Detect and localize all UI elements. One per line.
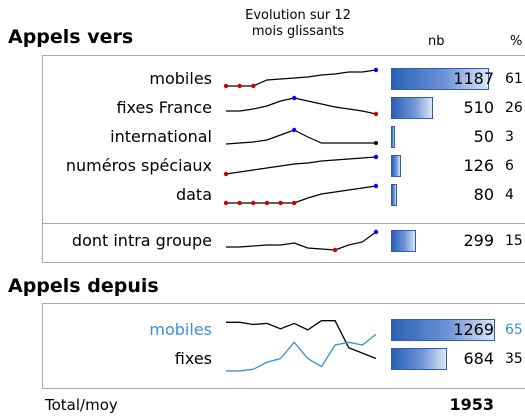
sparkline-line-data — [226, 185, 377, 204]
total-label: Total/moy — [45, 396, 118, 414]
sparkline-min-marker — [223, 200, 229, 206]
section-title-appels-depuis: Appels depuis — [8, 275, 159, 297]
pct-value-international: 3 — [505, 129, 514, 145]
bar-fixes-france — [391, 97, 433, 119]
pct-value-fixes-france: 26 — [505, 100, 523, 116]
nb-value-depuis-fixes: 684 — [463, 349, 494, 368]
section-title-appels-vers: Appels vers — [8, 26, 134, 48]
sparkline-fixes-france — [226, 95, 379, 117]
row-label-international: international — [110, 127, 212, 146]
nb-value-num-ros-sp-ciaux: 126 — [463, 156, 494, 175]
nb-value-data: 80 — [473, 185, 494, 204]
row-label-intra-groupe: dont intra groupe — [71, 231, 212, 250]
nb-value-international: 50 — [473, 127, 494, 146]
bar-mobiles — [391, 68, 489, 90]
sparkline-min-marker — [332, 247, 338, 253]
sparkline-min-marker — [223, 171, 229, 177]
nb-value-depuis-mobiles: 1269 — [453, 320, 494, 339]
sparkline-line-num-ros-sp-ciaux — [225, 156, 377, 175]
row-label-mobiles: mobiles — [149, 69, 212, 88]
row-label-depuis-fixes: fixes — [174, 349, 212, 368]
sparkline-depuis — [226, 320, 377, 372]
sparkline-intra-groupe — [226, 229, 379, 253]
row-label-num-ros-sp-ciaux: numéros spéciaux — [65, 156, 212, 175]
pct-value-intra-groupe: 15 — [505, 233, 523, 249]
sparkline-line-fixes-france — [226, 97, 377, 115]
bar-data — [391, 184, 398, 206]
pct-value-depuis-mobiles: 65 — [505, 322, 523, 338]
sparkline-line-mobiles — [226, 333, 377, 372]
bar-num-ros-sp-ciaux — [391, 155, 402, 177]
sparkline-max-marker — [373, 229, 379, 235]
bar-intra-groupe — [391, 230, 416, 252]
sparkline-max-marker — [291, 95, 297, 101]
sparkline-mobiles — [223, 67, 379, 89]
row-label-depuis-mobiles: mobiles — [149, 320, 212, 339]
sparkline-line-intra-groupe — [226, 231, 377, 251]
trend-column-header: Evolution sur 12 mois glissants — [245, 8, 351, 39]
sparkline-min-marker — [223, 83, 229, 89]
nb-value-intra-groupe: 299 — [463, 231, 494, 250]
sparkline-end-marker — [374, 141, 378, 145]
appels-depuis-panel — [42, 303, 525, 389]
pct-value-num-ros-sp-ciaux: 6 — [505, 158, 514, 174]
sparkline-min-marker — [251, 200, 256, 206]
intra-groupe-panel — [42, 222, 525, 263]
sparkline-min-marker — [291, 200, 297, 206]
sparkline-min-marker — [237, 200, 242, 206]
pct-value-depuis-fixes: 35 — [505, 351, 523, 367]
sparkline-line-fixes — [226, 320, 377, 360]
appels-vers-panel — [42, 55, 525, 224]
sparkline-international — [225, 127, 378, 145]
row-label-data: data — [175, 185, 212, 204]
total-value: 1953 — [449, 395, 494, 414]
bar-depuis-mobiles — [391, 319, 495, 341]
nb-value-fixes-france: 510 — [463, 98, 494, 117]
sparkline-line-mobiles — [226, 69, 377, 87]
sparkline-data — [223, 183, 379, 206]
nb-column-header: nb — [428, 34, 445, 49]
sparkline-line-international — [225, 129, 376, 145]
bar-depuis-fixes — [391, 348, 448, 370]
sparkline-min-marker — [373, 111, 379, 117]
row-label-fixes-france: fixes France — [116, 98, 212, 117]
pct-column-header: % — [510, 34, 523, 49]
sparkline-max-marker — [373, 154, 379, 160]
nb-value-mobiles: 1187 — [453, 69, 494, 88]
sparkline-min-marker — [251, 83, 256, 89]
pct-value-mobiles: 61 — [505, 71, 523, 87]
sparkline-max-marker — [373, 67, 379, 73]
sparkline-num-ros-sp-ciaux — [223, 154, 379, 177]
sparkline-max-marker — [373, 183, 379, 189]
sparkline-min-marker — [237, 83, 242, 89]
pct-value-data: 4 — [505, 187, 514, 203]
bar-international — [391, 126, 396, 148]
sparkline-min-marker — [278, 200, 283, 206]
sparkline-min-marker — [264, 200, 270, 206]
sparkline-max-marker — [291, 127, 297, 133]
